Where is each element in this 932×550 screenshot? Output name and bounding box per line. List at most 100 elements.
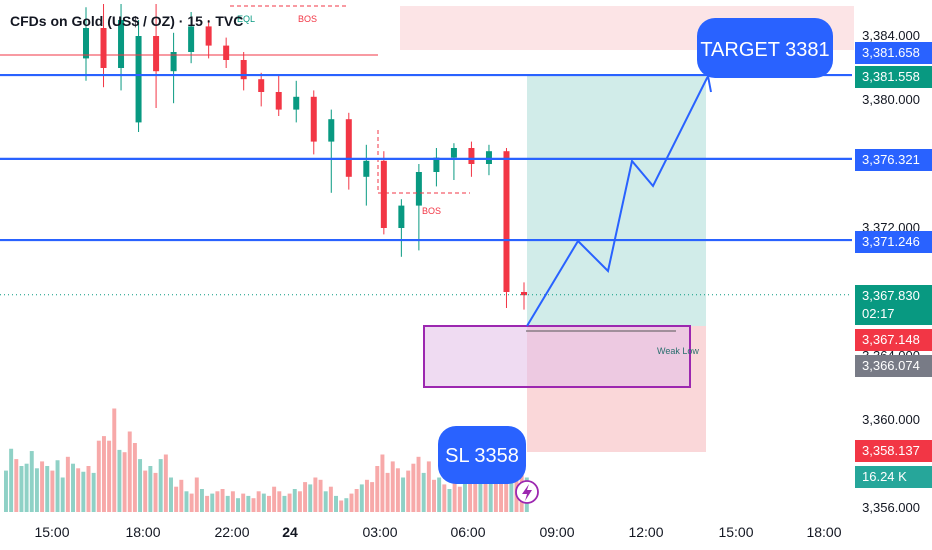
sl-label: SL 3358 xyxy=(445,445,519,467)
volume-bar xyxy=(210,493,215,512)
volume-bar xyxy=(442,484,447,512)
price-tag-label: 3,371.246 xyxy=(862,234,920,249)
volume-bar xyxy=(313,477,318,512)
volume-bar xyxy=(251,498,256,512)
volume-bar xyxy=(34,468,39,512)
candle-body xyxy=(328,119,335,142)
x-tick-label: 09:00 xyxy=(539,524,574,540)
volume-bar xyxy=(287,493,292,512)
volume-bar xyxy=(457,486,462,512)
volume-bar xyxy=(112,408,117,512)
volume-bar xyxy=(9,448,14,512)
volume-bar xyxy=(462,477,467,512)
volume-bar xyxy=(4,470,8,512)
volume-bar xyxy=(344,498,349,512)
volume-bar xyxy=(282,495,287,512)
volume-bar xyxy=(194,477,199,512)
candle-body xyxy=(398,205,405,228)
volume-bar xyxy=(308,484,313,512)
volume-bar xyxy=(45,466,50,512)
volume-bar xyxy=(86,466,91,512)
volume-bar xyxy=(101,436,106,512)
volume-bar xyxy=(96,440,101,512)
volume-bar xyxy=(205,495,210,512)
price-tag-label: 16.24 K xyxy=(862,469,907,484)
volume-bar xyxy=(122,452,127,512)
target-zone xyxy=(527,76,706,326)
price-tag xyxy=(855,42,932,64)
eql-label: EQL xyxy=(237,14,255,24)
x-tick-label: 12:00 xyxy=(628,524,663,540)
price-tag xyxy=(855,440,932,462)
volume-bar xyxy=(143,470,148,512)
price-tag xyxy=(855,466,932,488)
volume-bar xyxy=(437,477,442,512)
volume-bar xyxy=(334,495,338,512)
candle-body xyxy=(380,160,387,228)
volume-bar xyxy=(14,459,19,512)
volume-bar xyxy=(395,468,400,512)
volume-bar xyxy=(60,477,65,512)
candle-body xyxy=(275,92,282,110)
candle-body xyxy=(100,28,107,68)
volume-bar xyxy=(261,493,266,512)
volume-bar xyxy=(107,440,112,512)
volume-bar xyxy=(401,477,406,512)
volume-bar xyxy=(421,472,426,512)
volume-bar xyxy=(323,491,328,512)
volume-bar xyxy=(215,491,220,512)
candle-body xyxy=(363,160,370,177)
volume-bar xyxy=(132,443,137,512)
volume-bar xyxy=(499,468,504,512)
volume-bar xyxy=(241,493,246,512)
volume-bar xyxy=(349,493,354,512)
price-tag xyxy=(855,66,932,88)
sl-label-bubble xyxy=(438,426,526,484)
x-tick-label: 24 xyxy=(282,524,298,540)
volume-bar xyxy=(328,486,333,512)
volume-bar xyxy=(40,461,45,512)
y-tick-label: 3,360.000 xyxy=(862,412,920,427)
volume-bar xyxy=(272,486,277,512)
volume-bar xyxy=(426,461,431,512)
price-tag xyxy=(855,355,932,377)
volume-bar xyxy=(432,479,436,512)
volume-bar xyxy=(24,463,29,512)
volume-bar xyxy=(29,451,34,512)
volume-bar xyxy=(189,493,194,512)
volume-bar xyxy=(297,491,302,512)
price-tag xyxy=(855,231,932,253)
volume-bar xyxy=(55,460,60,512)
volume-bar xyxy=(385,472,390,512)
volume-bar xyxy=(354,489,359,512)
chart-title: CFDs on Gold (US$ / OZ) · 15 · TVC xyxy=(10,13,244,29)
price-tag-label: 3,376.321 xyxy=(862,152,920,167)
volume-bar xyxy=(411,463,416,512)
price-tag-label: 3,381.658 xyxy=(862,45,920,60)
price-tag xyxy=(855,285,932,325)
candle-body xyxy=(345,119,352,177)
volume-bar xyxy=(81,471,86,512)
volume-bar xyxy=(493,472,498,512)
x-tick-label: 18:00 xyxy=(806,524,841,540)
volume-bar xyxy=(256,491,261,512)
volume-bar xyxy=(359,484,364,512)
price-tag-label: 3,381.558 xyxy=(862,69,920,84)
demand-box xyxy=(424,326,690,387)
candle-body xyxy=(468,148,475,164)
candle-body xyxy=(293,96,300,110)
volume-bar xyxy=(199,489,204,512)
lightning-bolt-icon xyxy=(522,484,532,501)
candle-body xyxy=(450,148,457,158)
volume-bar xyxy=(220,489,225,512)
volume-bar xyxy=(174,486,179,512)
volume-bar xyxy=(138,459,143,512)
candle-body xyxy=(223,45,230,60)
volume-bar xyxy=(267,495,271,512)
volume-bar xyxy=(473,468,478,512)
volume-bar xyxy=(488,466,493,512)
candle-body xyxy=(135,36,142,123)
volume-bar xyxy=(71,463,75,512)
candle-body xyxy=(188,26,195,52)
